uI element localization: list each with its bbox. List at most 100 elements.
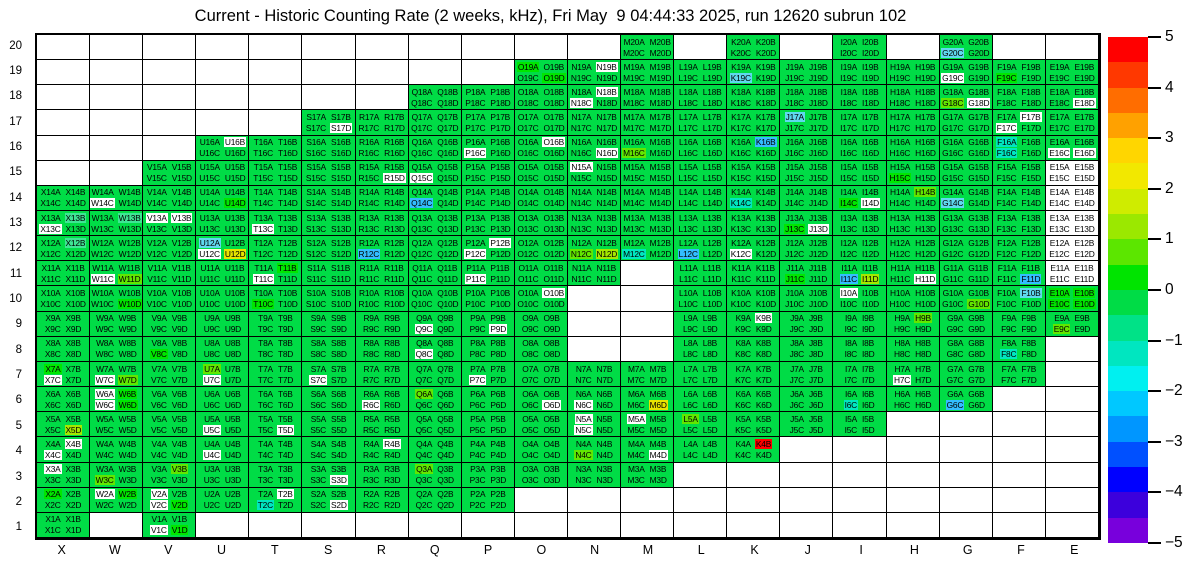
cell-F7: F7A F7B F7C F7D [992, 361, 1046, 388]
subcell-I8C: I8C [844, 349, 858, 360]
subcell-K19A: K19A [731, 61, 751, 72]
cell-G19: G19A G19B G19C G19D [939, 60, 993, 86]
subcell-X10C: X10C [40, 299, 61, 310]
subcell-S8C: S8C [310, 349, 327, 360]
subcell-T13C: T13C [252, 223, 274, 234]
subcell-L7C: L7C [682, 374, 698, 385]
cell-V15: V15A V15B V15C V15D [143, 160, 197, 186]
subcell-W5B: W5B [118, 413, 137, 424]
cell-O19: O19A O19B O19C O19D [514, 60, 568, 86]
subcell-V7D: V7D [171, 374, 188, 385]
subcell-J8B: J8B [808, 338, 823, 349]
subcell-T8A: T8A [258, 338, 273, 349]
subcell-X4C: X4C [43, 449, 62, 460]
subcell-R7D: R7D [384, 374, 401, 385]
subcell-G7C: G7C [946, 374, 964, 385]
subcell-U2A: U2A [204, 489, 220, 500]
subcell-X11C: X11C [41, 273, 61, 284]
subcell-G12A: G12A [942, 237, 964, 248]
subcell-T15A: T15A [253, 162, 273, 173]
subcell-X14D: X14D [65, 198, 86, 209]
subcell-G17A: G17A [942, 112, 964, 123]
subcell-N3C: N3C [575, 475, 592, 486]
cell-F19: F19A F19B F19C F19D [992, 60, 1046, 86]
subcell-E16A: E16A [1049, 137, 1070, 148]
cell-P14: P14A P14B P14C P14D [461, 185, 515, 212]
subcell-R8D: R8D [384, 349, 401, 360]
subcell-T16B: T16B [277, 137, 298, 148]
subcell-S13B: S13B [331, 212, 351, 223]
subcell-Q8B: Q8B [437, 338, 454, 349]
cell-F15: F15A F15B F15C F15D [992, 160, 1046, 186]
cell-V14: V14A V14B V14C V14D [143, 185, 197, 212]
subcell-W13A: W13A [91, 212, 114, 223]
subcell-R8A: R8A [363, 338, 380, 349]
cell-M14: M14A M14B M14C M14D [621, 185, 675, 212]
subcell-P2C: P2C [469, 500, 486, 511]
cell-M6: M6A M6B M6C M6D [621, 387, 675, 413]
subcell-U9B: U9B [224, 313, 241, 324]
colorbar-band-19 [1108, 517, 1148, 543]
subcell-T3A: T3A [258, 464, 273, 475]
cell-F2 [992, 487, 1046, 513]
subcell-I13D: I13D [862, 223, 879, 234]
cell-O11: O11A O11B O11C O11D [514, 261, 568, 287]
subcell-H10D: H10D [915, 299, 936, 310]
subcell-K4D: K4D [755, 449, 772, 460]
subcell-L17C: L17C [678, 123, 698, 134]
subcell-X1A: X1A [45, 514, 61, 525]
subcell-I18D: I18D [862, 97, 879, 108]
subcell-O18A: O18A [517, 86, 539, 97]
cell-V1: V1A V1B V1C V1D [143, 512, 197, 538]
subcell-E16C: E16C [1048, 148, 1071, 159]
cell-P5: P5A P5B P5C P5D [461, 412, 515, 438]
subcell-S8A: S8A [310, 338, 327, 349]
subcell-F7D: F7D [1021, 374, 1037, 385]
subcell-R15C: R15C [358, 173, 380, 184]
subcell-K10C: K10C [730, 299, 751, 310]
colorbar-tick-labels: 5 4 3 2 1 0 −1 −2 −3 −4 −5 [1148, 28, 1196, 551]
subcell-O6A: O6A [522, 388, 539, 399]
subcell-P7D: P7D [490, 374, 507, 385]
subcell-G7B: G7B [968, 363, 985, 374]
cell-E17: E17A E17B E17C E17D [1045, 110, 1099, 136]
subcell-L13A: L13A [678, 212, 698, 223]
cell-F9: F9A F9B F9C F9D [992, 311, 1046, 337]
subcell-U4A: U4A [204, 438, 220, 449]
subcell-H9B: H9B [914, 313, 932, 324]
subcell-K10B: K10B [755, 288, 776, 299]
subcell-R12C: R12C [357, 248, 381, 259]
subcell-P5B: P5B [490, 413, 506, 424]
subcell-T12D: T12D [277, 248, 298, 259]
subcell-T12B: T12B [277, 237, 298, 248]
subcell-L12A: L12A [678, 237, 698, 248]
subcell-W7A: W7A [96, 363, 114, 374]
cell-T8: T8A T8B T8C T8D [249, 336, 303, 362]
subcell-L18A: L18A [678, 86, 698, 97]
cell-U3: U3A U3B U3C U3D [196, 462, 250, 488]
subcell-K8C: K8C [735, 349, 751, 360]
subcell-J15D: J15D [808, 173, 828, 184]
cell-E18: E18A E18B E18C E18D [1045, 85, 1099, 111]
cell-P1 [461, 512, 515, 538]
cell-R18 [355, 85, 409, 111]
cell-O9: O9A O9B O9C O9D [514, 311, 568, 337]
subcell-K13C: K13C [730, 223, 751, 234]
subcell-O7C: O7C [521, 374, 539, 385]
subcell-E18D: E18D [1073, 97, 1096, 108]
x-tick-K: K [750, 543, 759, 557]
cell-H15: H15A H15B H15C H15D [886, 160, 940, 186]
subcell-E9D: E9D [1074, 324, 1091, 335]
subcell-H8C: H8C [893, 349, 911, 360]
subcell-E14B: E14B [1073, 187, 1096, 198]
cell-H7: H7A H7B H7C H7D [886, 361, 940, 388]
subcell-S12A: S12A [306, 237, 327, 248]
subcell-N17B: N17B [596, 112, 617, 123]
subcell-G19B: G19B [968, 61, 989, 72]
cell-V20 [143, 35, 197, 61]
subcell-X13D: X13D [65, 223, 86, 234]
subcell-V1C: V1C [150, 525, 168, 536]
subcell-S3C: S3C [310, 475, 327, 486]
subcell-O9C: O9C [521, 324, 539, 335]
